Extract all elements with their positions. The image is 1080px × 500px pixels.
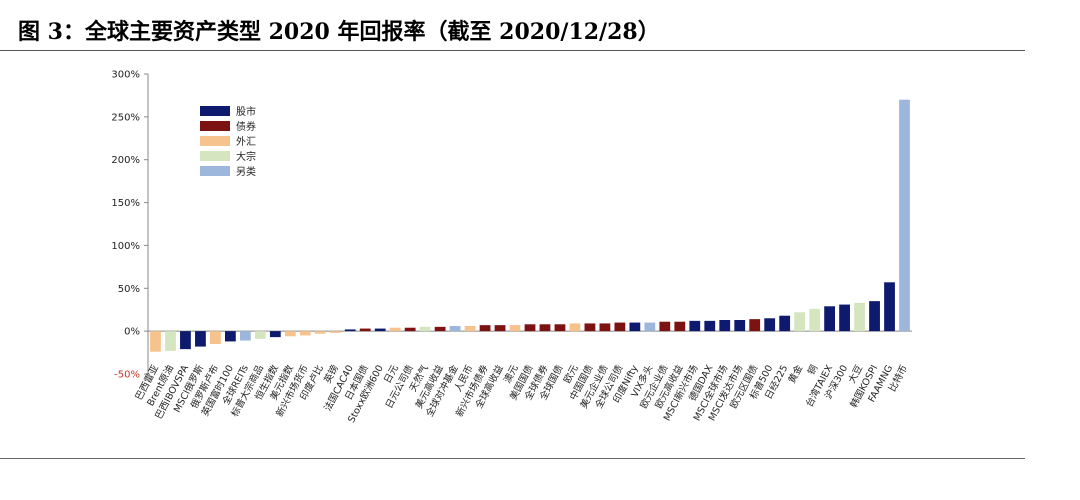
bar [524, 324, 536, 332]
bar [704, 320, 716, 332]
legend-swatch [200, 166, 230, 176]
bar [644, 322, 656, 332]
bar [554, 324, 566, 332]
bar [719, 320, 731, 332]
legend-label: 另类 [236, 165, 256, 178]
legend-swatch [200, 121, 230, 131]
bar [824, 306, 836, 332]
bar [224, 331, 236, 342]
bar [269, 331, 281, 338]
legend-swatch [200, 136, 230, 146]
bar [449, 326, 461, 332]
bar [299, 331, 311, 336]
bar [374, 328, 386, 332]
bar [659, 321, 671, 332]
legend-label: 股市 [236, 105, 256, 118]
bar [195, 331, 206, 347]
y-tick-label: 250% [111, 112, 140, 123]
bar [764, 318, 776, 332]
bar [314, 331, 326, 334]
x-tick-label: 铜 [805, 363, 820, 377]
y-tick-label: 50% [118, 284, 140, 295]
bar [494, 325, 506, 332]
legend-label: 大宗 [236, 150, 256, 163]
bar [329, 331, 341, 333]
y-tick-label: 150% [111, 198, 140, 209]
bars-group [150, 99, 910, 352]
legend-label: 债券 [236, 120, 256, 133]
bar [599, 323, 611, 332]
y-tick-label: 0% [124, 327, 140, 338]
bar [569, 323, 581, 332]
bar [869, 301, 880, 332]
bar [284, 331, 296, 337]
figure-title: 图 3：全球主要资产类型 2020 年回报率（截至 2020/12/28） [18, 19, 660, 45]
bar [539, 324, 551, 332]
bar [344, 329, 356, 332]
bar [210, 331, 221, 344]
bar [854, 302, 865, 332]
legend-swatch [200, 106, 230, 116]
bar [180, 331, 191, 350]
x-tick-labels: 巴西雷亚Brent原油巴西IBOVSPAMSCI俄罗斯俄罗斯卢布英国富时100全… [134, 362, 911, 424]
bottom-divider [0, 458, 1025, 459]
bar [464, 326, 476, 332]
bar [629, 322, 641, 332]
bar [584, 323, 596, 332]
bar [404, 327, 416, 332]
bar [899, 99, 910, 332]
y-tick-label: 300% [111, 70, 140, 81]
bar [779, 315, 791, 332]
bar [794, 312, 806, 332]
y-axis: -50% 0% 50% 100% 150% 200% 250% 300% [111, 70, 149, 381]
bar [434, 326, 446, 332]
returns-bar-chart: -50% 0% 50% 100% 150% 200% 250% 300% 巴西雷亚Brent原… [111, 70, 912, 425]
bar [389, 327, 401, 332]
legend-label: 外汇 [236, 135, 256, 148]
bar [239, 331, 251, 341]
bar [809, 308, 821, 332]
x-tick-label: 黄金 [786, 362, 806, 385]
bar [749, 319, 761, 332]
y-tick-label: 100% [111, 241, 140, 252]
legend-swatch [200, 151, 230, 161]
bar [359, 328, 371, 332]
bar [689, 320, 701, 332]
bar [419, 326, 431, 332]
bar [614, 322, 626, 332]
bar [674, 321, 686, 332]
bar [509, 325, 521, 332]
bar [165, 331, 176, 351]
bar [884, 282, 895, 332]
bar [839, 304, 850, 332]
y-tick-label: -50% [114, 370, 140, 381]
bar [479, 325, 491, 332]
bar [254, 331, 266, 339]
bar [150, 331, 161, 352]
y-tick-label: 200% [111, 155, 140, 166]
bar [734, 320, 746, 332]
title-divider [0, 50, 1025, 51]
